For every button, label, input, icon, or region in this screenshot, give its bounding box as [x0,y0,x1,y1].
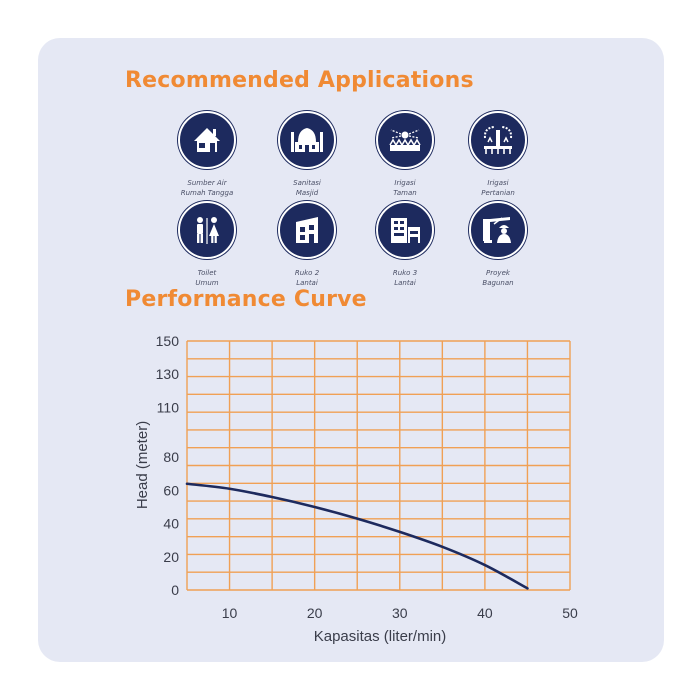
x-tick-label: 40 [477,605,493,621]
application-label: Ruko 2 Lantai [257,268,357,288]
application-label: Ruko 3 Lantai [355,268,455,288]
application-label: Irigasi Taman [355,178,455,198]
application-item: Ruko 3 Lantai [355,201,455,288]
application-label: Toilet Umum [157,268,257,288]
application-label-line2: Bagunan [482,279,514,287]
x-tick-label: 50 [562,605,578,621]
application-label-line2: Taman [393,189,417,197]
y-tick-label: 0 [171,582,179,598]
application-item: Toilet Umum [157,201,257,288]
product-card [38,38,664,662]
application-item: Ruko 2 Lantai [257,201,357,288]
application-item: Proyek Bagunan [448,201,548,288]
application-item: Irigasi Pertanian [448,111,548,198]
x-tick-label: 30 [392,605,408,621]
application-label-line1: Ruko 2 [294,269,320,277]
y-tick-label: 80 [163,449,179,465]
y-tick-label: 110 [157,399,180,415]
application-label: Irigasi Pertanian [448,178,548,198]
y-tick-label: 40 [163,516,179,532]
building-3-floor-icon [376,201,434,259]
application-label: Sanitasi Masjid [257,178,357,198]
performance-curve-title: Performance Curve [125,287,367,312]
application-label-line2: Lantai [296,279,318,287]
building-2-floor-icon [278,201,336,259]
application-label-line2: Masjid [295,189,319,197]
application-label-line1: Toilet [197,269,217,277]
mosque-icon [278,111,336,169]
application-label-line1: Proyek [486,269,510,277]
applications-title: Recommended Applications [125,68,474,93]
application-item: Sumber Air Rumah Tangga [157,111,257,198]
y-tick-label: 60 [163,482,179,498]
application-label: Proyek Bagunan [448,268,548,288]
x-tick-label: 20 [307,605,323,621]
construction-worker-icon [469,201,527,259]
application-label-line1: Sumber Air [187,179,227,187]
y-tick-label: 20 [163,549,179,565]
application-item: Irigasi Taman [355,111,455,198]
application-label: Sumber Air Rumah Tangga [157,178,257,198]
garden-sprinkler-icon [376,111,434,169]
house-icon [178,111,236,169]
y-tick-label: 130 [156,366,180,382]
application-label-line1: Irigasi [394,179,416,187]
farm-irrigation-icon [469,111,527,169]
application-label-line2: Lantai [394,279,416,287]
application-label-line1: Sanitasi [293,179,321,187]
application-label-line1: Ruko 3 [392,269,418,277]
x-tick-label: 10 [222,605,238,621]
toilet-icon [178,201,236,259]
application-label-line2: Pertanian [481,189,515,197]
application-item: Sanitasi Masjid [257,111,357,198]
x-axis-label: Kapasitas (liter/min) [314,628,447,645]
y-tick-label: 150 [156,333,180,349]
y-axis-label: Head (meter) [134,421,151,509]
application-label-line2: Umum [195,279,219,287]
application-label-line1: Irigasi [487,179,509,187]
application-label-line2: Rumah Tangga [180,189,234,197]
